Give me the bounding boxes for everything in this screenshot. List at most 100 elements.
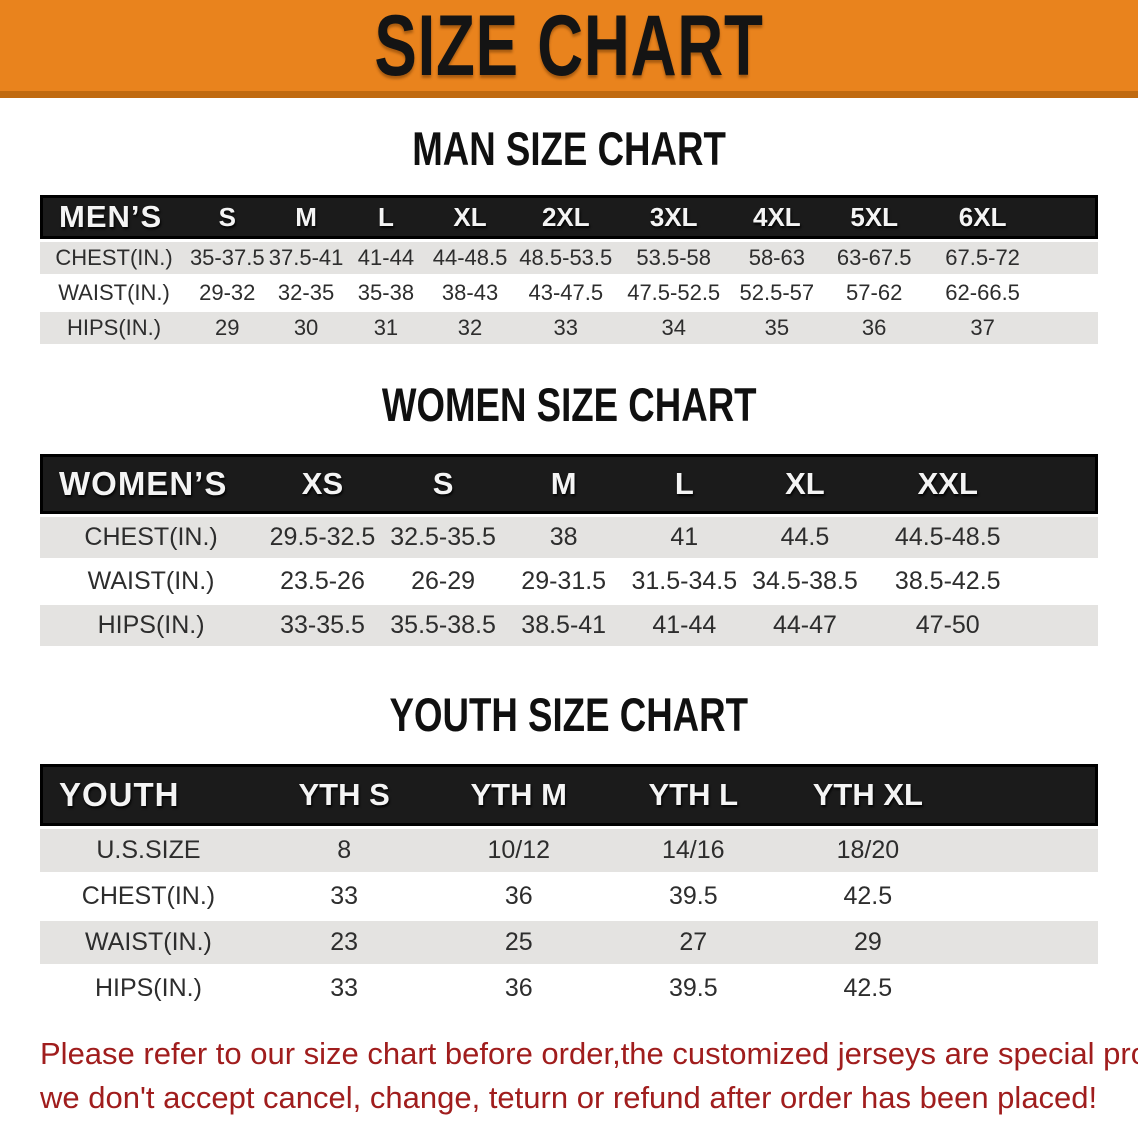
- size-column-header: M: [503, 454, 624, 514]
- size-column-header: 4XL: [729, 195, 824, 239]
- size-value-cell: 29: [780, 918, 956, 964]
- size-column-header: XS: [262, 454, 383, 514]
- women-header-row: WOMEN’S XS S M L XL XXL: [40, 454, 1098, 514]
- men-chest-row: CHEST(IN.) 35-37.5 37.5-41 41-44 44-48.5…: [40, 239, 1098, 274]
- size-value-cell: 31.5-34.5: [624, 558, 745, 602]
- youth-waist-row: WAIST(IN.) 23 25 27 29: [40, 918, 1098, 964]
- size-value-cell: 26-29: [382, 558, 504, 602]
- size-value-cell: 39.5: [606, 964, 781, 1010]
- size-value-cell: 37: [924, 309, 1041, 344]
- size-column-header: YTH L: [606, 764, 781, 826]
- size-value-cell: 36: [431, 872, 606, 918]
- size-column-header: YTH M: [431, 764, 606, 826]
- banner: SIZE CHART: [0, 0, 1138, 98]
- size-value-cell: 41-44: [624, 602, 745, 646]
- size-value-cell: 33-35.5: [262, 602, 383, 646]
- men-header-row: MEN’S S M L XL 2XL 3XL 4XL 5XL 6XL: [40, 195, 1098, 239]
- spacer-cell: [1040, 309, 1098, 344]
- spacer-cell: [1040, 195, 1098, 239]
- size-value-cell: 36: [431, 964, 606, 1010]
- size-value-cell: 38: [503, 514, 624, 558]
- men-section: MAN SIZE CHART MEN’S S M L XL 2XL 3XL 4X…: [0, 125, 1138, 344]
- youth-section-heading-text: YOUTH SIZE CHART: [389, 688, 749, 741]
- size-column-header: XL: [426, 195, 514, 239]
- spacer-cell: [1040, 274, 1098, 309]
- size-value-cell: 35: [729, 309, 824, 344]
- measure-row-label: CHEST(IN.): [40, 514, 263, 558]
- measure-row-label: CHEST(IN.): [40, 239, 189, 274]
- men-size-table: MEN’S S M L XL 2XL 3XL 4XL 5XL 6XL CHEST…: [40, 195, 1098, 344]
- size-value-cell: 57-62: [823, 274, 925, 309]
- size-value-cell: 63-67.5: [823, 239, 925, 274]
- size-column-header: 2XL: [513, 195, 618, 239]
- women-size-table: WOMEN’S XS S M L XL XXL CHEST(IN.) 29.5-…: [40, 454, 1098, 646]
- size-value-cell: 47-50: [865, 602, 1031, 646]
- size-value-cell: 23: [256, 918, 432, 964]
- size-value-cell: 33: [256, 964, 432, 1010]
- size-value-cell: 44-47: [744, 602, 866, 646]
- size-value-cell: 36: [823, 309, 925, 344]
- spacer-cell: [955, 872, 1098, 918]
- size-column-header: L: [345, 195, 427, 239]
- size-value-cell: 44-48.5: [426, 239, 514, 274]
- size-value-cell: 25: [431, 918, 606, 964]
- disclaimer: Please refer to our size chart before or…: [40, 1032, 1138, 1120]
- size-column-header: L: [624, 454, 745, 514]
- size-value-cell: 38-43: [426, 274, 514, 309]
- size-column-header: S: [188, 195, 267, 239]
- size-value-cell: 35-38: [345, 274, 427, 309]
- men-hips-row: HIPS(IN.) 29 30 31 32 33 34 35 36 37: [40, 309, 1098, 344]
- measure-row-label: HIPS(IN.): [40, 602, 263, 646]
- size-value-cell: 41: [624, 514, 745, 558]
- spacer-cell: [955, 964, 1098, 1010]
- size-value-cell: 44.5: [744, 514, 866, 558]
- size-value-cell: 38.5-42.5: [865, 558, 1031, 602]
- size-value-cell: 34: [617, 309, 730, 344]
- measure-row-label: CHEST(IN.): [40, 872, 257, 918]
- size-value-cell: 29-32: [188, 274, 267, 309]
- men-waist-row: WAIST(IN.) 29-32 32-35 35-38 38-43 43-47…: [40, 274, 1098, 309]
- size-value-cell: 32.5-35.5: [382, 514, 504, 558]
- size-column-header: M: [266, 195, 346, 239]
- women-group-label: WOMEN’S: [40, 454, 263, 514]
- spacer-cell: [955, 764, 1098, 826]
- size-value-cell: 38.5-41: [503, 602, 624, 646]
- page-title: SIZE CHART: [374, 0, 764, 94]
- size-value-cell: 53.5-58: [617, 239, 730, 274]
- size-value-cell: 32-35: [266, 274, 346, 309]
- size-value-cell: 47.5-52.5: [617, 274, 730, 309]
- size-value-cell: 10/12: [431, 826, 606, 872]
- men-group-label: MEN’S: [40, 195, 189, 239]
- size-value-cell: 29-31.5: [503, 558, 624, 602]
- youth-section-heading: YOUTH SIZE CHART: [0, 691, 1138, 738]
- size-column-header: YTH XL: [780, 764, 956, 826]
- measure-row-label: HIPS(IN.): [40, 964, 257, 1010]
- women-section: WOMEN SIZE CHART WOMEN’S XS S M L XL XXL…: [0, 381, 1138, 646]
- size-value-cell: 34.5-38.5: [744, 558, 866, 602]
- measure-row-label: WAIST(IN.): [40, 918, 257, 964]
- youth-header-row: YOUTH YTH S YTH M YTH L YTH XL: [40, 764, 1098, 826]
- size-value-cell: 29.5-32.5: [262, 514, 383, 558]
- youth-group-label: YOUTH: [40, 764, 257, 826]
- women-section-heading: WOMEN SIZE CHART: [0, 381, 1138, 428]
- women-section-heading-text: WOMEN SIZE CHART: [381, 378, 757, 431]
- size-value-cell: 27: [606, 918, 781, 964]
- youth-chest-row: CHEST(IN.) 33 36 39.5 42.5: [40, 872, 1098, 918]
- spacer-cell: [1030, 454, 1098, 514]
- size-column-header: YTH S: [256, 764, 432, 826]
- size-value-cell: 58-63: [729, 239, 824, 274]
- size-column-header: 6XL: [924, 195, 1041, 239]
- size-value-cell: 35-37.5: [188, 239, 267, 274]
- size-value-cell: 23.5-26: [262, 558, 383, 602]
- size-value-cell: 41-44: [345, 239, 427, 274]
- measure-row-label: HIPS(IN.): [40, 309, 189, 344]
- size-value-cell: 62-66.5: [924, 274, 1041, 309]
- measure-row-label: WAIST(IN.): [40, 558, 263, 602]
- size-column-header: XL: [744, 454, 866, 514]
- size-column-header: 3XL: [617, 195, 730, 239]
- size-value-cell: 33: [513, 309, 618, 344]
- youth-section: YOUTH SIZE CHART YOUTH YTH S YTH M YTH L…: [0, 691, 1138, 1010]
- youth-hips-row: HIPS(IN.) 33 36 39.5 42.5: [40, 964, 1098, 1010]
- size-value-cell: 37.5-41: [266, 239, 346, 274]
- disclaimer-line-1: Please refer to our size chart before or…: [40, 1036, 1138, 1071]
